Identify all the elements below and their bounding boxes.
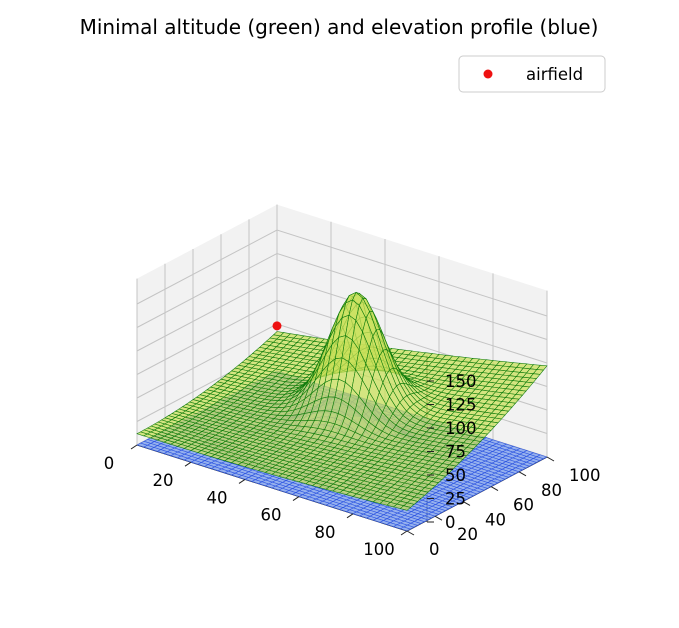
y-tick-mark	[546, 456, 555, 462]
x-tick-mark	[130, 444, 138, 450]
y-tick-label: 0	[429, 540, 440, 559]
z-tick-label: 125	[445, 396, 477, 415]
x-tick-mark	[238, 478, 246, 484]
airfield-point	[272, 321, 282, 331]
chart-title: Minimal altitude (green) and elevation p…	[80, 15, 599, 39]
surfaces	[136, 291, 548, 532]
z-tick-label: 0	[445, 513, 456, 532]
legend-box	[458, 55, 606, 93]
y-tick-mark	[518, 471, 527, 477]
x-tick-mark	[400, 530, 408, 536]
z-tick-label: 75	[445, 443, 466, 462]
z-tick-label: 150	[445, 372, 477, 391]
x-tick-mark	[346, 513, 354, 519]
x-tick-label: 60	[261, 506, 282, 525]
legend-marker-airfield	[483, 69, 493, 79]
x-tick-label: 80	[315, 523, 336, 542]
y-tick-mark	[434, 515, 443, 521]
legend-label-airfield: airfield	[526, 65, 583, 84]
y-tick-label: 60	[513, 496, 534, 515]
x-tick-label: 20	[153, 471, 174, 490]
x-tick-label: 40	[207, 488, 228, 507]
surface-min-altitude	[136, 291, 548, 511]
x-tick-mark	[184, 461, 192, 467]
x-tick-label: 100	[363, 540, 395, 559]
y-tick-label: 80	[541, 481, 562, 500]
y-tick-label: 40	[485, 510, 506, 529]
surface-min-altitude-cell	[399, 505, 412, 511]
z-tick-label: 25	[445, 490, 466, 509]
legend: airfield	[458, 55, 606, 93]
y-tick-mark	[462, 500, 471, 506]
surface-elevation-cell	[399, 526, 412, 532]
y-tick-label: 100	[569, 466, 601, 485]
z-tick-label: 100	[445, 419, 477, 438]
x-tick-mark	[292, 496, 300, 502]
y-tick-mark	[406, 530, 415, 536]
z-tick-label: 50	[445, 466, 466, 485]
y-tick-mark	[490, 486, 499, 492]
y-tick-label: 20	[457, 525, 478, 544]
x-tick-label: 0	[104, 454, 115, 473]
